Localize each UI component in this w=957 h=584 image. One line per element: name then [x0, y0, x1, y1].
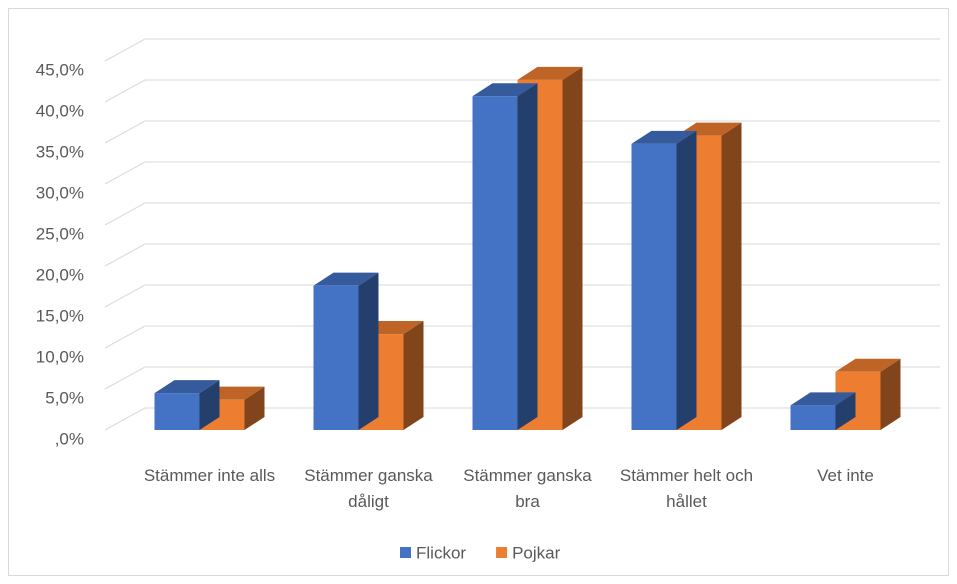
bar-side: [199, 380, 220, 430]
y-tick-label: 35,0%: [36, 142, 84, 161]
bar: [313, 285, 359, 430]
y-tick-label: 25,0%: [36, 224, 84, 243]
legend-swatch: [496, 547, 508, 558]
bar: [790, 405, 836, 430]
x-tick-label: Stämmer helt och hållet: [619, 466, 754, 511]
bar-top: [631, 130, 697, 144]
y-tick-label: ,0%: [55, 429, 84, 448]
chart-border: [8, 8, 949, 576]
bar-side: [517, 83, 538, 430]
x-tick-label: Stämmer ganska dåligt: [304, 466, 433, 511]
bar-side: [358, 272, 379, 430]
bar-top: [517, 66, 583, 80]
grid-line-side: [104, 407, 146, 431]
bar-top: [790, 392, 856, 406]
bar-side: [244, 386, 265, 430]
grid-line-side: [104, 202, 146, 226]
x-tick-label: Stämmer inte alls: [143, 466, 276, 485]
x-tick-label: Stämmer ganska bra: [463, 466, 592, 511]
grid-line-side: [104, 243, 146, 267]
y-tick-label: 30,0%: [36, 183, 84, 202]
legend-label: Flickor: [416, 543, 466, 562]
grid-line-side: [104, 366, 146, 390]
grid-line-side: [104, 284, 146, 308]
grid-line-side: [104, 120, 146, 144]
bar-top: [835, 358, 901, 372]
bar-side: [562, 66, 583, 431]
y-tick-label: 15,0%: [36, 306, 84, 325]
bar: [154, 393, 200, 430]
bar-side: [721, 122, 742, 431]
legend-swatch: [400, 547, 411, 558]
bar-top: [472, 83, 538, 97]
bar-side: [880, 358, 901, 430]
y-tick-label: 20,0%: [36, 265, 84, 284]
bar-side: [676, 130, 697, 430]
bar-side: [403, 321, 424, 430]
y-tick-label: 45,0%: [36, 60, 84, 79]
y-tick-label: 40,0%: [36, 101, 84, 120]
grid-line-side: [104, 161, 146, 185]
legend-label: Pojkar: [512, 543, 561, 562]
grid-line-side: [104, 325, 146, 349]
bar-top: [154, 380, 220, 394]
bar: [472, 96, 518, 430]
grid-line-side: [104, 38, 146, 62]
bar-side: [835, 392, 856, 430]
grid-line-side: [104, 79, 146, 103]
bar-top: [313, 272, 379, 286]
y-tick-label: 10,0%: [36, 347, 84, 366]
bar: [631, 143, 677, 430]
y-tick-label: 5,0%: [45, 388, 84, 407]
x-tick-label: Vet inte: [817, 466, 874, 485]
